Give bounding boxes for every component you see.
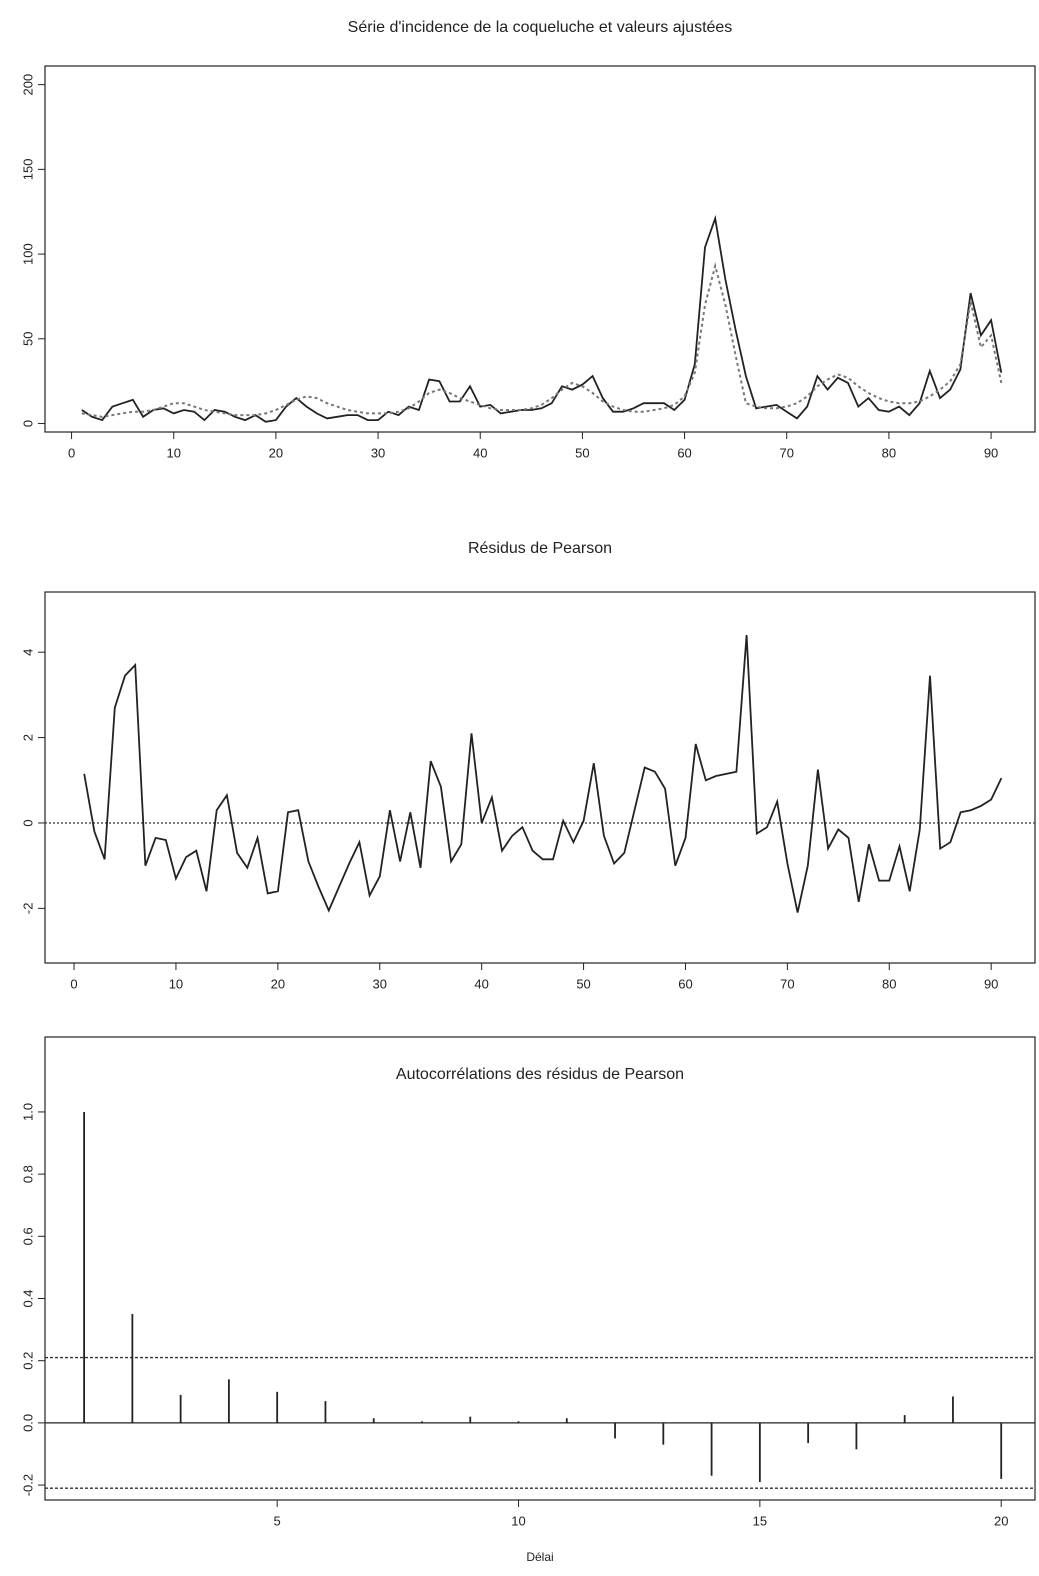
x-tick-label: 20 xyxy=(994,1513,1008,1528)
x-tick-label: 20 xyxy=(271,976,285,991)
data-line xyxy=(81,214,1003,423)
y-tick-label: 150 xyxy=(20,159,35,181)
x-tick-label: 30 xyxy=(371,445,385,460)
x-tick-label: 40 xyxy=(474,976,488,991)
y-tick-label: 1.0 xyxy=(20,1103,35,1121)
x-tick-label: 90 xyxy=(984,976,998,991)
plot-frame xyxy=(44,1036,1036,1501)
y-tick-label: -0.2 xyxy=(20,1474,35,1496)
x-tick-label: 30 xyxy=(373,976,387,991)
x-tick-label: 60 xyxy=(678,976,692,991)
plot-frame xyxy=(44,591,1036,964)
y-tick-label: 2 xyxy=(20,734,35,741)
y-tick-label: -2 xyxy=(20,903,35,915)
data-line xyxy=(83,635,1003,913)
x-tick-label: 40 xyxy=(473,445,487,460)
x-tick-label: 70 xyxy=(780,976,794,991)
data-line xyxy=(81,261,1003,418)
y-tick-label: 0.2 xyxy=(20,1352,35,1370)
x-tick-label: 90 xyxy=(984,445,998,460)
y-tick-label: 0.0 xyxy=(20,1414,35,1432)
x-tick-label: 60 xyxy=(677,445,691,460)
x-tick-label: 0 xyxy=(70,976,77,991)
y-tick-label: 200 xyxy=(20,74,35,96)
x-tick-label: 15 xyxy=(753,1513,767,1528)
chart-title: Autocorrélations des résidus de Pearson xyxy=(396,1066,684,1083)
y-tick-label: 0.4 xyxy=(20,1289,35,1307)
x-tick-label: 10 xyxy=(166,445,180,460)
y-tick-label: 4 xyxy=(20,649,35,656)
x-tick-label: 70 xyxy=(779,445,793,460)
chart-title: Série d'incidence de la coqueluche et va… xyxy=(348,19,733,36)
x-tick-label: 80 xyxy=(882,445,896,460)
x-tick-label: 20 xyxy=(269,445,283,460)
x-tick-label: 10 xyxy=(511,1513,525,1528)
x-tick-label: 5 xyxy=(274,1513,281,1528)
x-tick-label: 80 xyxy=(882,976,896,991)
chart-title: Résidus de Pearson xyxy=(468,540,612,557)
y-tick-label: 0 xyxy=(20,819,35,826)
x-axis-label: Délai xyxy=(526,1550,553,1564)
y-tick-label: 0 xyxy=(20,420,35,427)
x-tick-label: 0 xyxy=(68,445,75,460)
x-tick-label: 10 xyxy=(169,976,183,991)
y-tick-label: 100 xyxy=(20,243,35,265)
x-tick-label: 50 xyxy=(575,445,589,460)
y-tick-label: 0.6 xyxy=(20,1227,35,1245)
y-tick-label: 50 xyxy=(20,332,35,346)
x-tick-label: 50 xyxy=(576,976,590,991)
plot-frame xyxy=(44,65,1036,433)
y-tick-label: 0.8 xyxy=(20,1165,35,1183)
